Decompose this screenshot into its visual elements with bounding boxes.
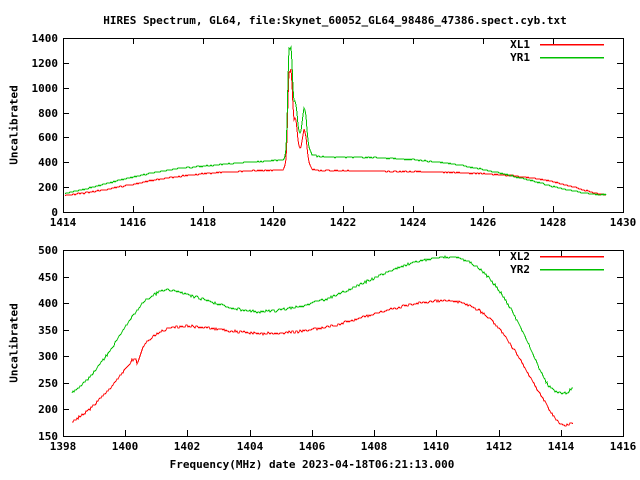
y-tick-label: 1400 xyxy=(32,32,59,45)
x-tick-label: 1420 xyxy=(260,216,287,229)
y-tick-label: 500 xyxy=(38,244,58,257)
y-tick-label: 350 xyxy=(38,324,58,337)
legend-label-XL1: XL1 xyxy=(510,38,530,51)
x-tick-label: 1402 xyxy=(174,440,201,453)
x-tick-label: 1412 xyxy=(486,440,513,453)
y-tick-label: 200 xyxy=(38,181,58,194)
x-tick-label: 1426 xyxy=(470,216,497,229)
x-tick-label: 1408 xyxy=(361,440,388,453)
y-tick-label: 150 xyxy=(38,430,58,443)
plot-border xyxy=(63,38,624,213)
x-axis-label: Frequency(MHz) date 2023-04-18T06:21:13.… xyxy=(169,458,455,471)
x-tick-label: 1404 xyxy=(237,440,264,453)
x-tick-label: 1416 xyxy=(120,216,147,229)
y-tick-label: 1200 xyxy=(32,57,59,70)
series-curve-XL1 xyxy=(64,68,606,197)
y-tick-label: 0 xyxy=(51,206,58,219)
series-curve-YR2 xyxy=(71,254,573,395)
series-curve-XL2 xyxy=(72,298,574,427)
y-tick-label: 600 xyxy=(38,131,58,144)
x-tick-label: 1418 xyxy=(190,216,217,229)
legend-label-YR2: YR2 xyxy=(510,263,530,276)
x-tick-label: 1430 xyxy=(610,216,637,229)
y-tick-label: 1000 xyxy=(32,82,59,95)
x-tick-label: 1414 xyxy=(50,216,77,229)
y-tick-label: 400 xyxy=(38,156,58,169)
plot-border xyxy=(63,250,624,437)
y-tick-label: 200 xyxy=(38,403,58,416)
legend-label-YR1: YR1 xyxy=(510,51,530,64)
legend-label-XL2: XL2 xyxy=(510,250,530,263)
y-tick-label: 800 xyxy=(38,107,58,120)
y-tick-label: 300 xyxy=(38,350,58,363)
x-tick-label: 1428 xyxy=(540,216,567,229)
x-tick-label: 1422 xyxy=(330,216,357,229)
x-tick-label: 1410 xyxy=(423,440,450,453)
series-curve-YR1 xyxy=(64,45,607,196)
x-tick-label: 1400 xyxy=(112,440,139,453)
y-tick-label: 400 xyxy=(38,297,58,310)
x-tick-label: 1398 xyxy=(50,440,77,453)
y-tick-label: 250 xyxy=(38,377,58,390)
x-tick-label: 1406 xyxy=(299,440,326,453)
chart-title: HIRES Spectrum, GL64, file:Skynet_60052_… xyxy=(103,14,567,27)
x-tick-label: 1416 xyxy=(610,440,637,453)
x-tick-label: 1424 xyxy=(400,216,427,229)
y-tick-label: 450 xyxy=(38,271,58,284)
x-tick-label: 1414 xyxy=(548,440,575,453)
